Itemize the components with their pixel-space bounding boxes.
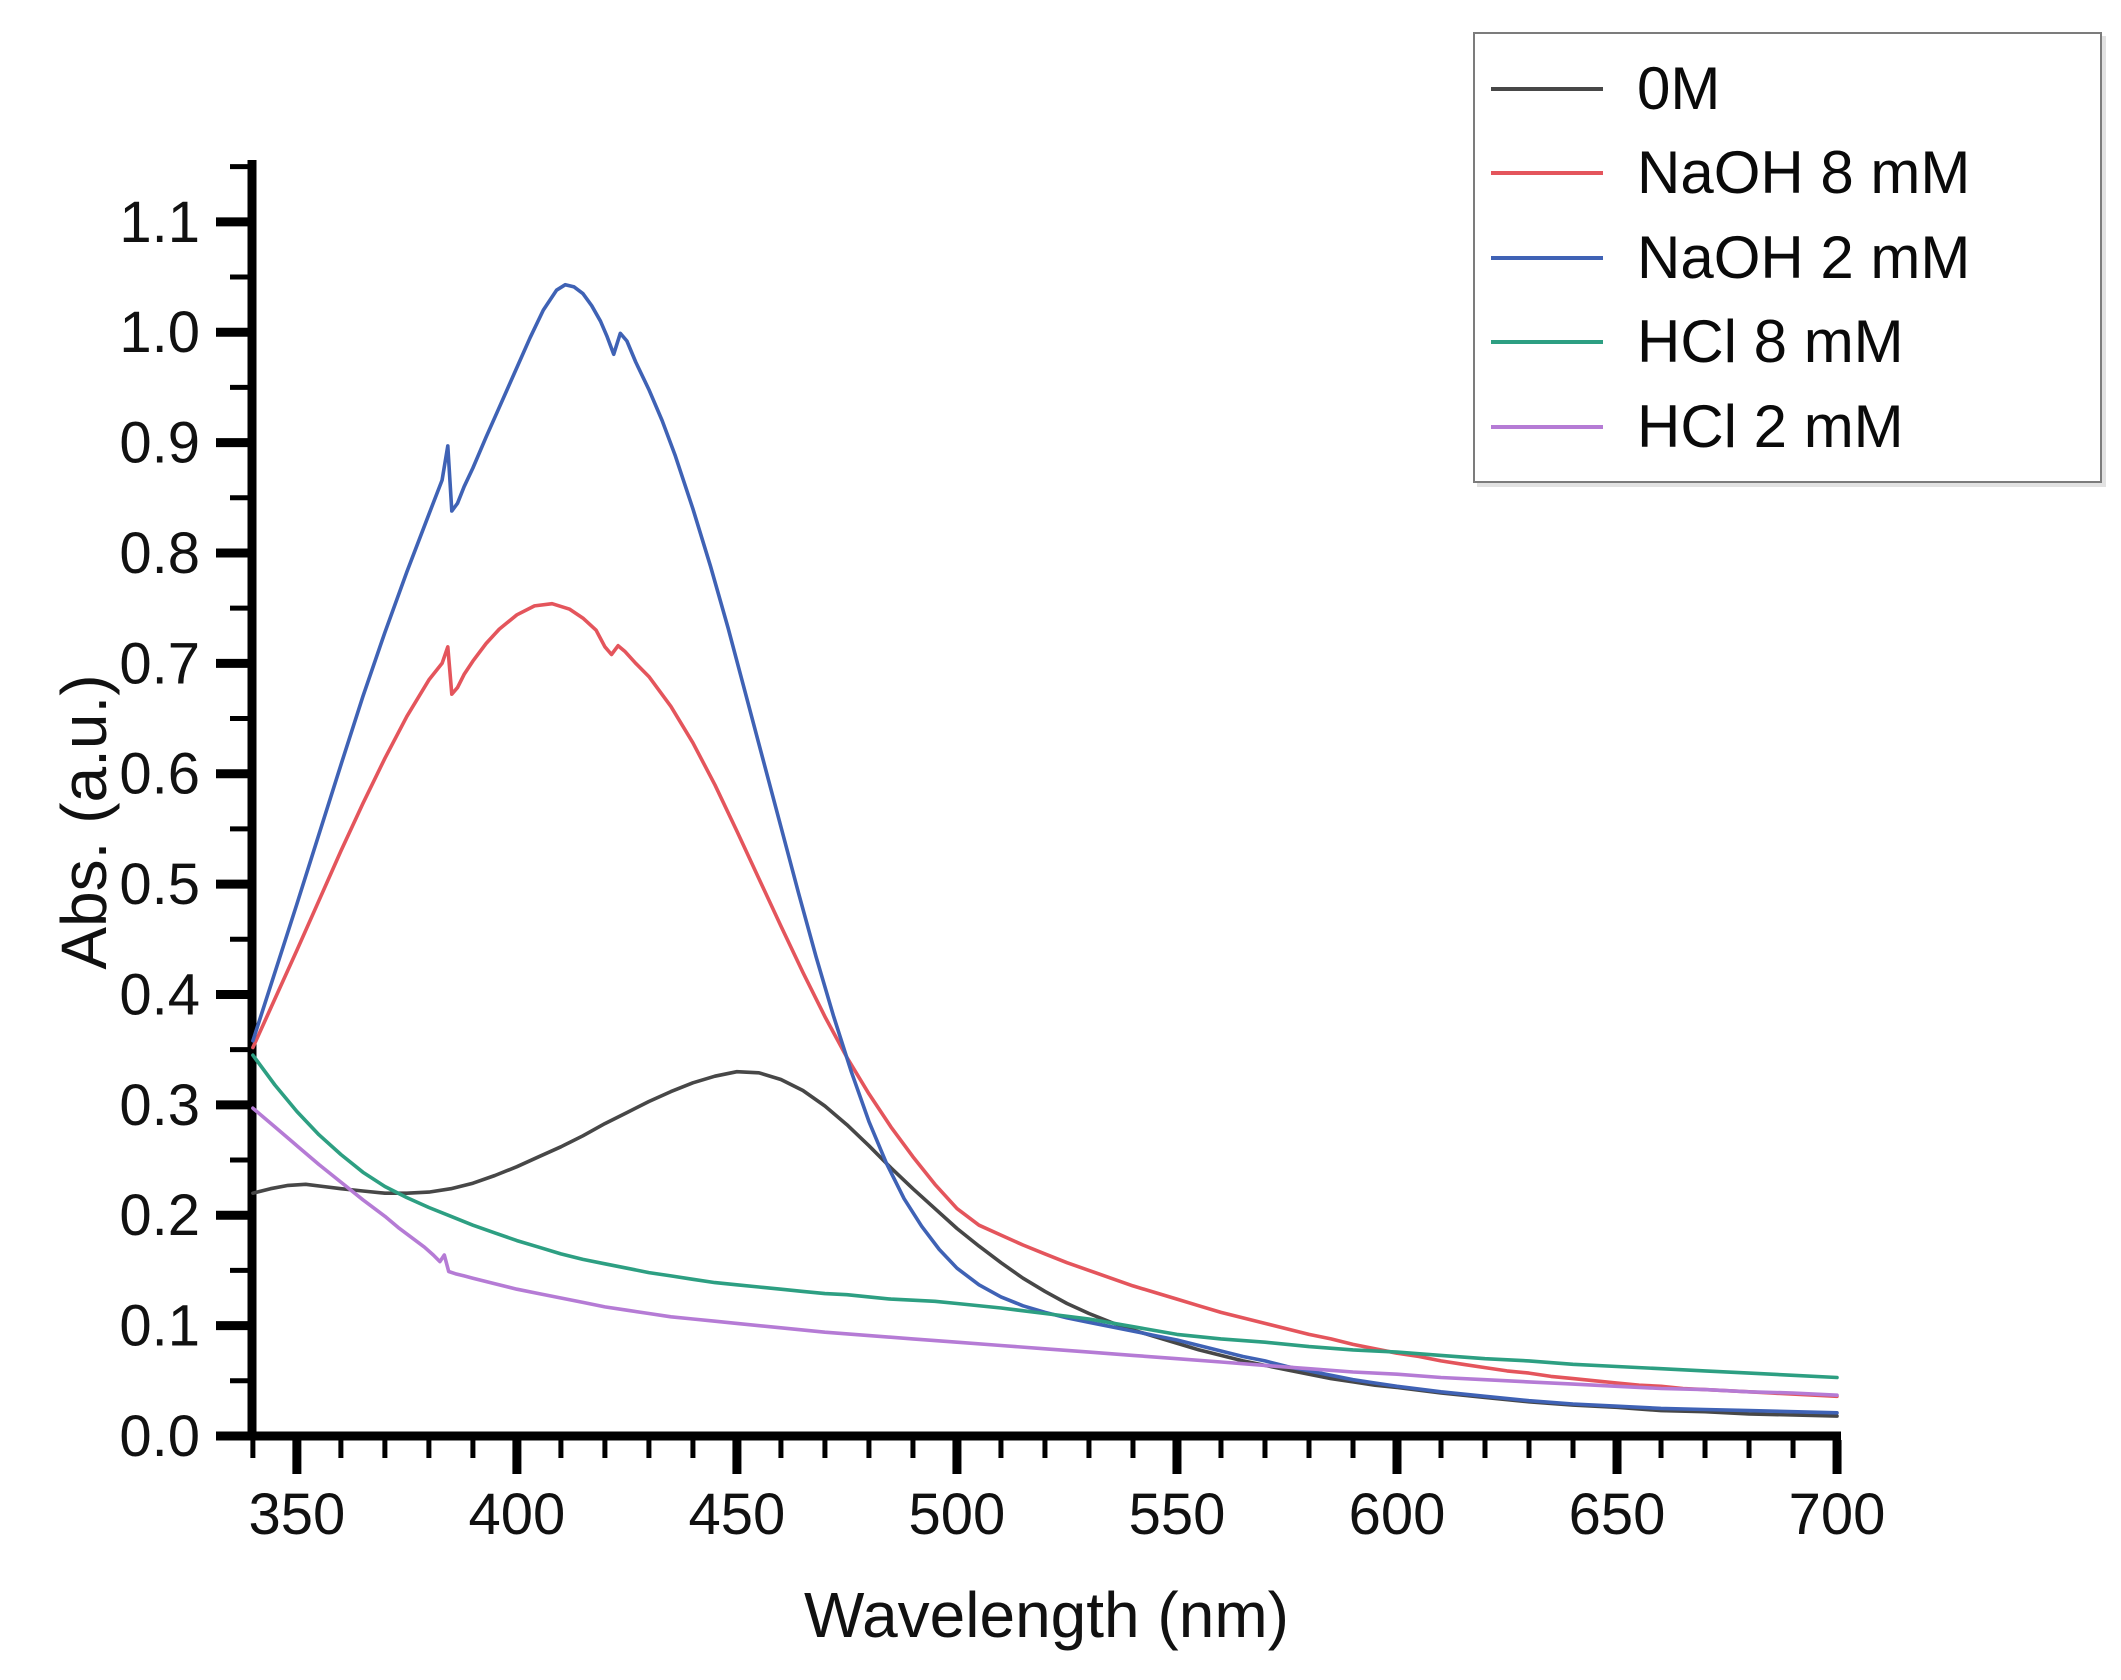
y-tick-label: 1.0 (119, 300, 200, 365)
y-tick-label: 0.1 (119, 1294, 200, 1359)
y-tick-label: 0.5 (119, 852, 200, 917)
x-tick-label: 600 (1349, 1482, 1446, 1547)
y-tick-label: 0.3 (119, 1073, 200, 1138)
y-tick-label: 0.6 (119, 742, 200, 807)
curve-hcl-8-mm (251, 1053, 1839, 1380)
y-tick-label: 0.4 (119, 962, 200, 1027)
x-tick-label: 550 (1129, 1482, 1226, 1547)
legend-entry-hcl-8-mm: HCl 8 mM (1475, 312, 2100, 372)
y-tick-label: 0.8 (119, 521, 200, 586)
legend-entry-naoh-8-mm: NaOH 8 mM (1475, 143, 2100, 203)
legend-line-swatch (1491, 255, 1603, 260)
x-tick-label: 500 (909, 1482, 1006, 1547)
legend-label: NaOH 2 mM (1637, 223, 1971, 291)
curve-naoh-2-mm (251, 282, 1839, 1415)
legend-line-swatch (1491, 340, 1603, 344)
legend-entry-hcl-2-mm: HCl 2 mM (1475, 392, 2100, 460)
legend-entry-naoh-2-mm: NaOH 2 mM (1475, 223, 2100, 291)
y-tick-label: 0.7 (119, 631, 200, 696)
legend-label: HCl 8 mM (1637, 308, 1904, 375)
curve-hcl-2-mm (251, 1106, 1839, 1397)
x-tick-label: 450 (689, 1482, 786, 1547)
curve-naoh-8-mm (251, 601, 1839, 1399)
legend-label: NaOH 8 mM (1637, 139, 1971, 206)
x-tick-label: 700 (1789, 1482, 1886, 1547)
x-axis-title: Wavelength (nm) (804, 1579, 1289, 1651)
legend-label: 0M (1637, 54, 1721, 122)
legend-line-swatch (1491, 171, 1603, 175)
legend-line-swatch (1491, 424, 1603, 429)
x-tick-label: 650 (1569, 1482, 1666, 1547)
y-tick-label: 0.0 (119, 1404, 200, 1469)
legend-entry-0m: 0M (1475, 54, 2100, 122)
axis-spines (247, 160, 1841, 1441)
y-tick-label: 1.1 (119, 190, 200, 255)
legend: 0M NaOH 8 mM NaOH 2 mM HCl 8 mM HCl 2 mM (1473, 32, 2102, 483)
legend-label: HCl 2 mM (1637, 392, 1904, 460)
y-tick-label: 0.9 (119, 411, 200, 476)
x-tick-label: 400 (469, 1482, 566, 1547)
y-tick-label: 0.2 (119, 1183, 200, 1248)
legend-line-swatch (1491, 86, 1603, 91)
x-tick-label: 350 (248, 1482, 345, 1547)
y-axis-title: Abs. (a.u.) (48, 674, 120, 970)
